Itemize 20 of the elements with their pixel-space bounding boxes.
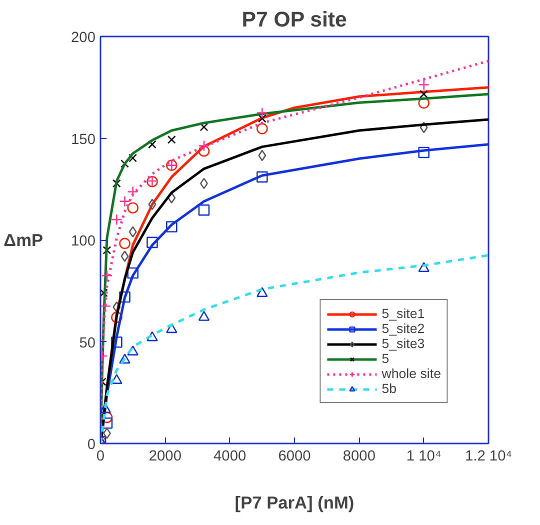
legend-label: 5	[382, 351, 390, 366]
x-tick-label: 4000	[214, 448, 246, 464]
legend-label: whole site	[382, 366, 441, 381]
legend-label: 5b	[382, 381, 398, 396]
legend-label: 5_site2	[382, 321, 425, 336]
y-axis-title: ΔmP	[4, 230, 44, 250]
y-tick-label: 150	[71, 132, 96, 148]
x-tick-label: 6000	[278, 448, 311, 464]
x-tick-label: 1.2 10⁴	[464, 448, 512, 464]
legend-label: 5_site1	[382, 306, 425, 321]
x-axis-title: [P7 ParA] (nM)	[234, 492, 354, 512]
y-tick-label: 100	[71, 234, 96, 250]
y-tick-label: 50	[79, 335, 96, 352]
legend-label: 5_site3	[382, 336, 425, 351]
y-tick-label: 0	[87, 437, 96, 453]
x-tick-label: 8000	[342, 448, 376, 464]
y-tick-label: 200	[71, 30, 96, 46]
x-tick-label: 1 10⁴	[406, 448, 442, 464]
x-tick-label: 2000	[148, 448, 182, 464]
chart-title: P7 OP site	[242, 8, 348, 32]
